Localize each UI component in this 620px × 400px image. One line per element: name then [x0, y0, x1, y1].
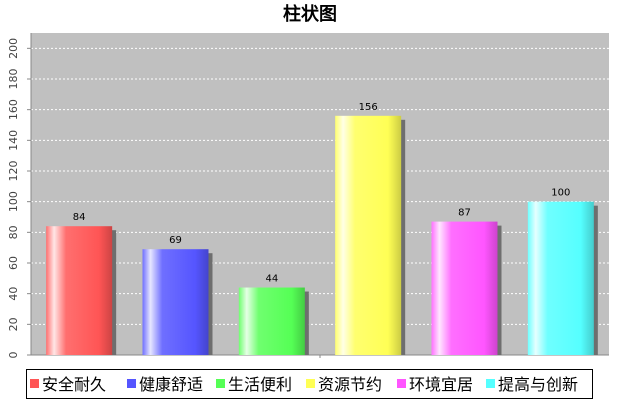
bar — [431, 221, 498, 355]
data-labels: 84 69 44 156 87 100 — [73, 102, 571, 285]
legend-swatch — [397, 379, 406, 388]
data-label: 44 — [265, 274, 278, 285]
legend-label: 提高与创新 — [498, 375, 578, 394]
y-tick-label: 40 — [7, 287, 20, 301]
legend-label: 安全耐久 — [42, 375, 106, 394]
data-label: 69 — [169, 235, 182, 246]
legend-label: 资源节约 — [318, 375, 382, 394]
legend-swatch — [216, 379, 225, 388]
y-tick-label: 120 — [7, 161, 20, 182]
legend-label: 环境宜居 — [409, 375, 473, 394]
legend-label: 生活便利 — [228, 375, 292, 394]
y-tick-label: 160 — [7, 99, 20, 120]
y-tick-label: 80 — [7, 225, 20, 239]
y-tick-label: 180 — [7, 69, 20, 90]
bar — [46, 226, 113, 355]
data-label: 100 — [551, 188, 570, 199]
grid-lines — [31, 47, 609, 325]
legend-swatch — [486, 379, 495, 388]
y-tick-label: 0 — [7, 352, 20, 359]
y-tick-label: 140 — [7, 130, 20, 151]
y-tick-label: 20 — [7, 317, 20, 331]
legend-swatch — [306, 379, 315, 388]
bar — [527, 201, 594, 355]
bar — [142, 249, 209, 355]
legend-label: 健康舒适 — [139, 375, 203, 394]
bar — [335, 115, 402, 355]
data-label: 84 — [73, 212, 86, 223]
chart-title: 柱状图 — [283, 3, 337, 25]
data-label: 156 — [359, 102, 378, 113]
y-tick-label: 60 — [7, 256, 20, 270]
y-axis: 0 20 40 60 80 100 120 140 160 180 200 — [7, 33, 609, 359]
legend: 安全耐久 健康舒适 生活便利 资源节约 环境宜居 提高与创新 — [26, 369, 593, 399]
legend-swatch — [127, 379, 136, 388]
bar — [238, 287, 305, 355]
y-tick-label: 200 — [7, 38, 20, 59]
plot-area — [31, 33, 609, 355]
data-label: 87 — [458, 208, 471, 219]
bars — [46, 115, 598, 355]
y-tick-label: 100 — [7, 191, 20, 212]
legend-swatch — [30, 379, 39, 388]
